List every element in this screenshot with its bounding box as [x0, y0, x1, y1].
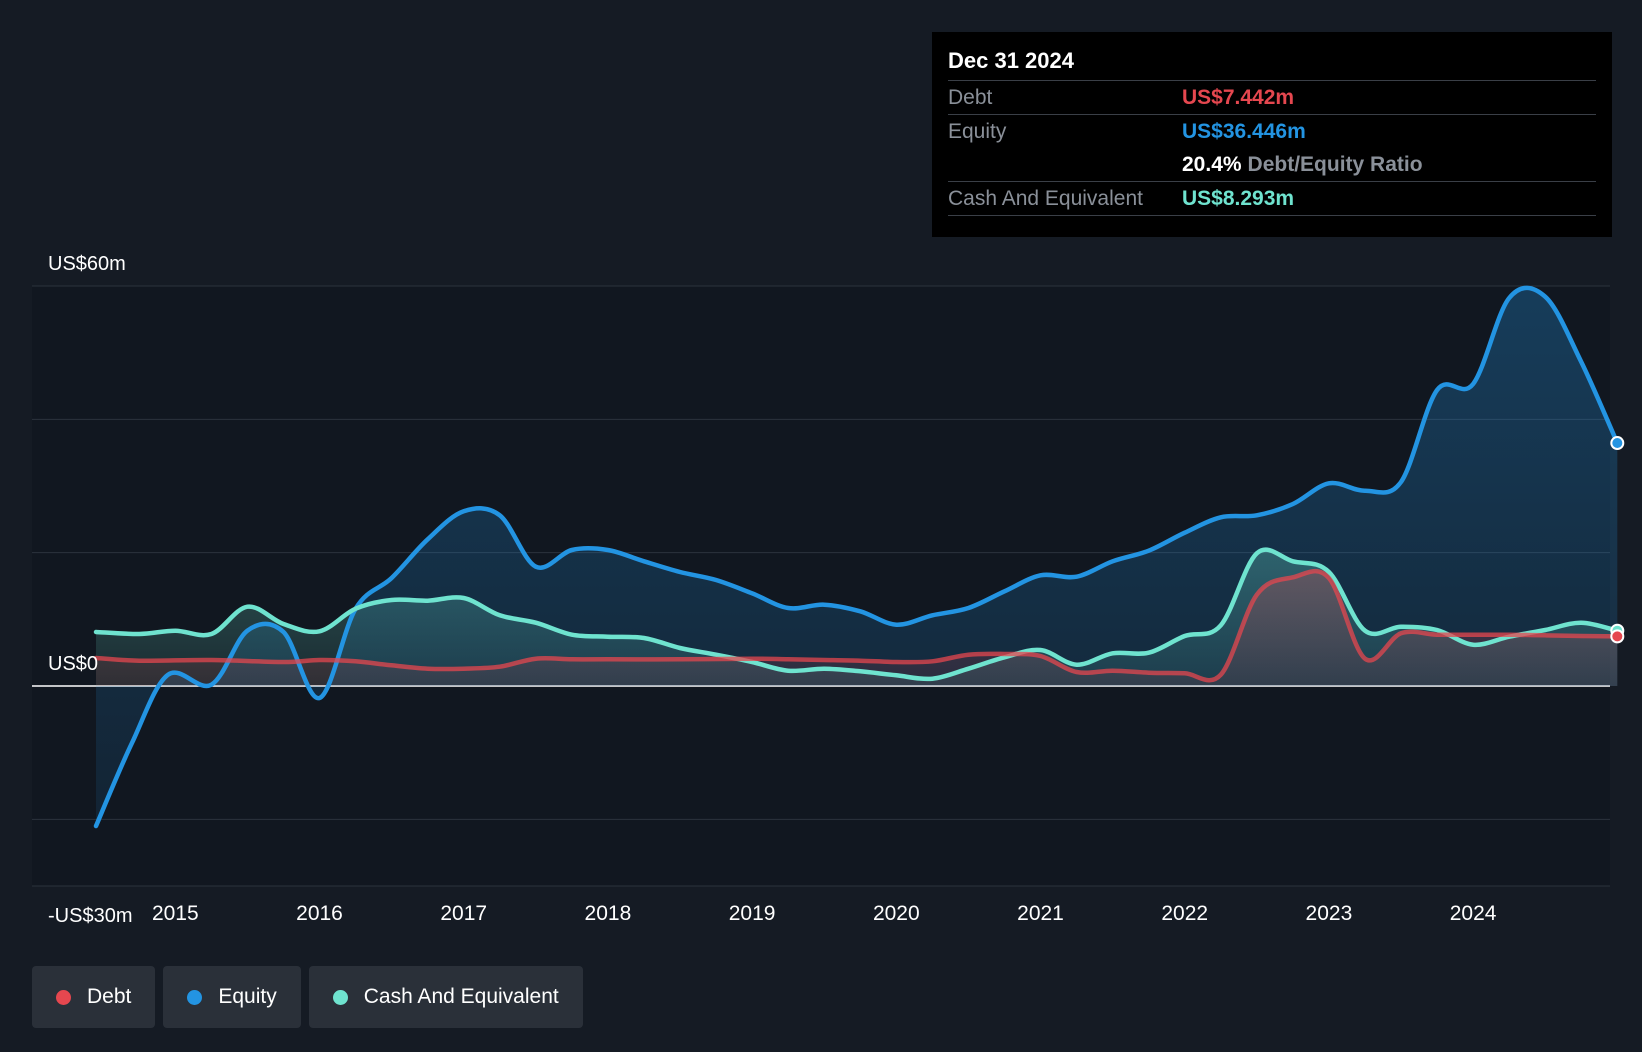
- x-tick-label: 2024: [1450, 902, 1497, 925]
- equity-area: [96, 287, 1618, 826]
- tooltip-ratio-label: Debt/Equity Ratio: [1247, 152, 1423, 176]
- legend-label-equity: Equity: [218, 985, 277, 1008]
- debt-endpoint: [1610, 629, 1625, 644]
- legend-item-debt[interactable]: Debt: [32, 966, 156, 1028]
- debt-line: [93, 568, 1620, 683]
- y-tick-label: US$0: [48, 653, 98, 675]
- legend-item-equity[interactable]: Equity: [163, 966, 301, 1028]
- x-tick-label: 2016: [296, 902, 343, 925]
- debt-area: [96, 571, 1618, 686]
- x-tick-label: 2018: [585, 902, 632, 925]
- tooltip-row-cash: Cash And Equivalent US$8.293m: [948, 181, 1596, 216]
- tooltip-panel: Dec 31 2024 Debt US$7.442m Equity US$36.…: [932, 32, 1612, 237]
- equity-endpoint: [1610, 436, 1625, 451]
- tooltip-equity-value: US$36.446m: [1182, 119, 1306, 143]
- tooltip-equity-label: Equity: [948, 119, 1007, 143]
- y-tick-label: -US$30m: [48, 905, 132, 927]
- x-axis-labels: 2015 2016 2017 2018 2019 2020 2021 2022 2023 2024: [152, 902, 1497, 925]
- x-tick-label: 2020: [873, 902, 920, 925]
- legend: Debt Equity Cash And Equivalent: [32, 966, 583, 1028]
- cash-dot-icon: [332, 989, 348, 1005]
- x-tick-label: 2023: [1306, 902, 1353, 925]
- x-tick-label: 2017: [440, 902, 487, 925]
- equity-line: [93, 285, 1620, 829]
- legend-label-debt: Debt: [87, 985, 132, 1008]
- tooltip-row-equity: Equity US$36.446m: [948, 114, 1596, 148]
- y-tick-label: US$60m: [48, 253, 126, 275]
- tooltip-debt-value: US$7.442m: [1182, 85, 1295, 109]
- cash-and-equivalent-line: [93, 547, 1620, 682]
- tooltip-ratio-value: 20.4%: [1182, 152, 1242, 176]
- legend-label-cash: Cash And Equivalent: [363, 985, 559, 1008]
- tooltip-cash-label: Cash And Equivalent: [948, 186, 1143, 210]
- debt-dot-icon: [56, 989, 71, 1005]
- legend-item-cash[interactable]: Cash And Equivalent: [308, 966, 583, 1028]
- tooltip-debt-label: Debt: [948, 85, 993, 109]
- series-lines: [93, 285, 1620, 829]
- tooltip-row-ratio: 20.4% Debt/Equity Ratio: [948, 148, 1596, 181]
- series-areas: [96, 287, 1618, 826]
- tooltip-row-debt: Debt US$7.442m: [948, 80, 1596, 114]
- x-tick-label: 2015: [152, 902, 199, 925]
- tooltip-date: Dec 31 2024: [948, 48, 1074, 73]
- tooltip-cash-value: US$8.293m: [1182, 186, 1295, 210]
- x-tick-label: 2022: [1161, 902, 1208, 925]
- x-tick-label: 2019: [729, 902, 776, 925]
- equity-dot-icon: [187, 989, 203, 1005]
- x-tick-label: 2021: [1017, 902, 1064, 925]
- y-axis-labels: US$60m US$0 -US$30m: [48, 253, 132, 927]
- series-endpoints: [1610, 436, 1625, 644]
